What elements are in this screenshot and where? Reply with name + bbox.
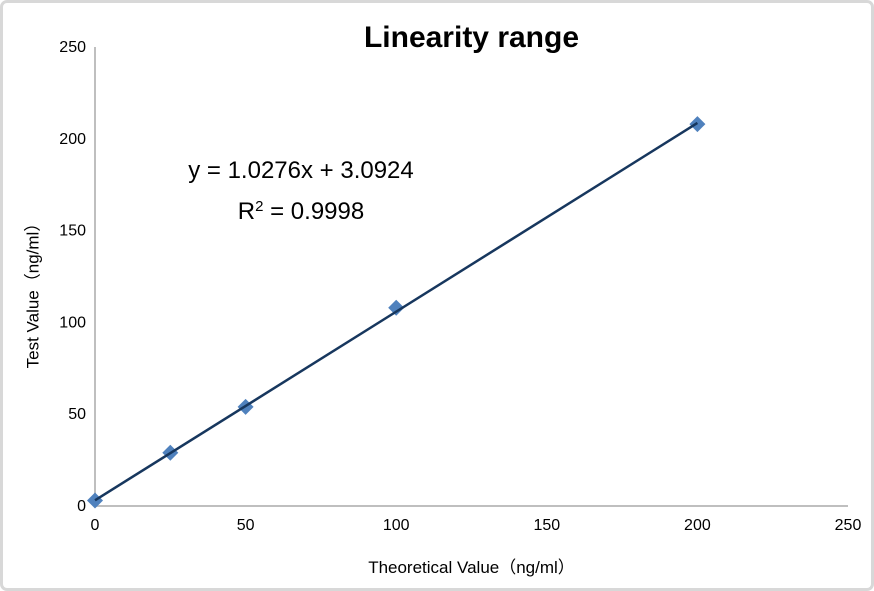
r2-value: = 0.9998 — [263, 198, 365, 225]
y-tick-label: 250 — [59, 39, 86, 56]
y-tick-label: 200 — [59, 131, 86, 148]
x-tick-label: 150 — [533, 517, 560, 534]
chart-title: Linearity range — [363, 21, 580, 54]
trendline-equation: y = 1.0276x + 3.0924 — [188, 157, 414, 184]
y-tick-label: 100 — [59, 314, 86, 331]
y-tick-label: 150 — [59, 223, 86, 240]
r2-base: R — [237, 198, 256, 225]
r2-exponent: 2 — [255, 198, 264, 215]
x-tick-label: 0 — [91, 517, 100, 534]
x-tick-label: 50 — [237, 517, 255, 534]
x-tick-label: 100 — [383, 517, 410, 534]
data-point-marker — [388, 299, 405, 316]
plot-area: 0 50 100 150 200 250 0 50 100 150 200 250 — [59, 39, 862, 534]
trend-line — [94, 121, 699, 502]
y-tick-label: 0 — [77, 498, 86, 515]
y-axis-title: Test Value（ng/ml） — [23, 214, 43, 369]
x-tick-label: 200 — [684, 517, 711, 534]
trendline-r-squared: R2 = 0.9998 — [140, 189, 462, 230]
x-axis-title: Theoretical Value（ng/ml） — [368, 558, 575, 577]
trendline-annotation: y = 1.0276x + 3.0924 R2 = 0.9998 — [140, 153, 462, 230]
x-tick-label: 250 — [835, 517, 862, 534]
y-tick-label: 50 — [68, 406, 86, 423]
